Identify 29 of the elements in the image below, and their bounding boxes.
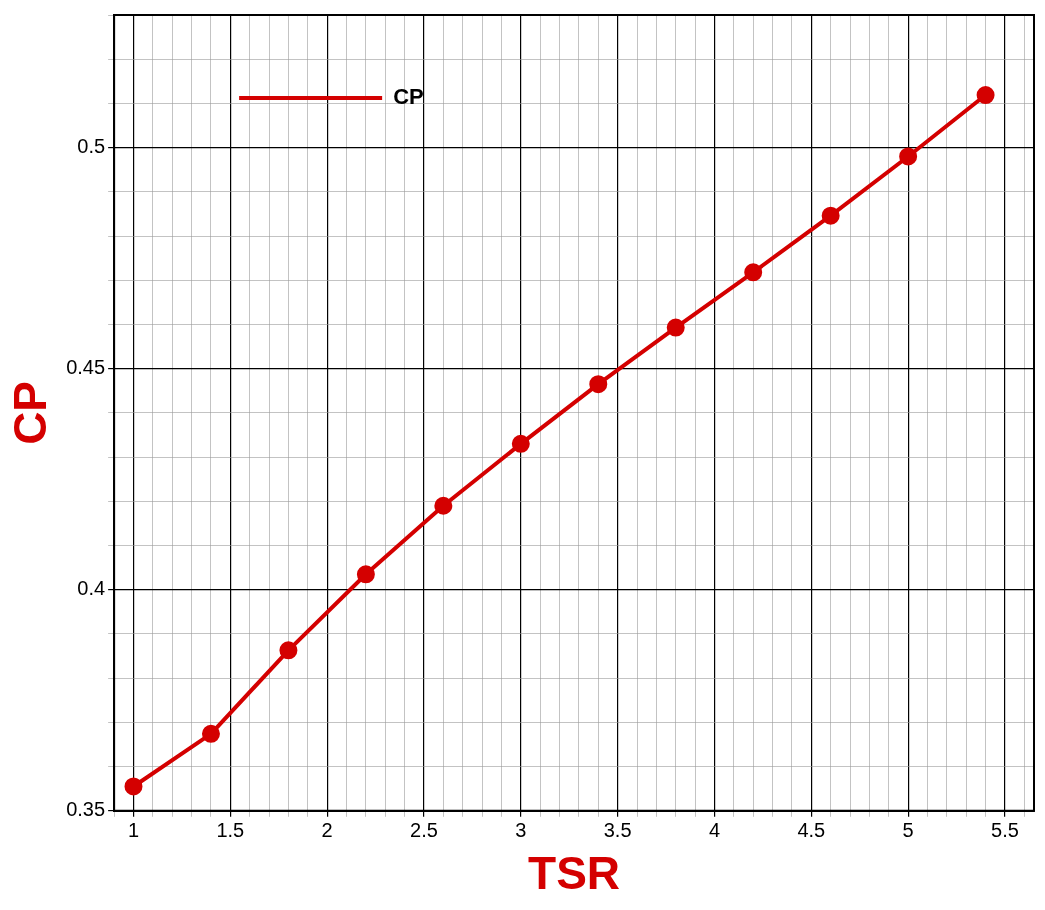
point — [744, 263, 763, 282]
point — [666, 318, 685, 337]
point — [279, 641, 298, 660]
x-tick-label: 1 — [127, 819, 140, 842]
x-tick-label: 3 — [515, 819, 527, 842]
y-tick-label: 0.4 — [77, 577, 106, 600]
point — [511, 434, 530, 453]
point — [201, 724, 220, 743]
x-tick-label: 5 — [902, 819, 914, 842]
y-tick-label: 0.5 — [77, 135, 106, 158]
point — [821, 206, 840, 225]
point — [589, 375, 608, 394]
y-tick-label: 0.45 — [66, 356, 106, 379]
x-tick-label: 1.5 — [216, 819, 245, 842]
x-tick-label: 4.5 — [797, 819, 826, 842]
x-tick-label: 3.5 — [603, 819, 632, 842]
point — [434, 496, 453, 515]
text: CP — [393, 84, 424, 110]
y-tick-label: 0.35 — [66, 798, 106, 821]
point — [976, 86, 995, 105]
x-tick-label: 2 — [321, 819, 333, 842]
x-tick-label: 5.5 — [991, 819, 1019, 842]
x-tick-label: 4 — [708, 819, 721, 842]
x-tick-label: 2.5 — [410, 819, 438, 842]
x-axis-title: TSR — [528, 847, 621, 900]
point — [124, 777, 143, 796]
point — [899, 147, 918, 166]
point — [356, 565, 375, 584]
y-axis-title: CP — [4, 380, 57, 445]
